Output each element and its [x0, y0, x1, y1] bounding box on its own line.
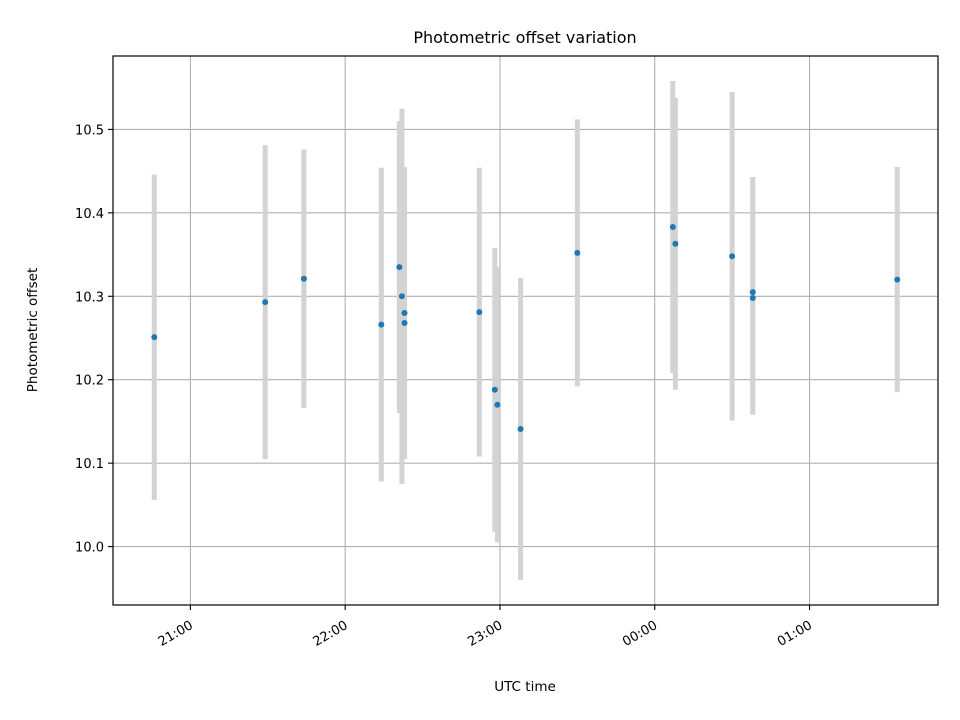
data-point [401, 319, 408, 326]
x-tick-label: 21:00 [156, 618, 196, 650]
data-point [672, 240, 679, 247]
y-tick-label: 10.4 [75, 207, 104, 222]
data-point [151, 334, 158, 341]
data-points [151, 224, 901, 432]
x-tick-label: 23:00 [465, 618, 505, 650]
data-point [574, 249, 581, 256]
y-axis-label: Photometric offset [25, 268, 41, 392]
data-point [262, 299, 269, 306]
y-tick-label: 10.3 [75, 290, 104, 305]
y-tick-label: 10.5 [75, 123, 104, 138]
axis-ticks: 21:00 22:00 23:00 00:00 01:00 10.0 10.1 10.2 10.… [75, 123, 815, 649]
data-point [669, 224, 676, 231]
data-point [398, 293, 405, 300]
data-point [729, 253, 736, 260]
data-point [476, 309, 483, 316]
x-axis-label: UTC time [494, 679, 556, 695]
x-tick-label: 01:00 [775, 618, 815, 650]
data-point [491, 386, 498, 393]
data-point [401, 309, 408, 316]
plot-frame [112, 55, 939, 606]
data-point [378, 321, 385, 328]
y-tick-label: 10.1 [75, 457, 104, 472]
y-tick-label: 10.2 [75, 374, 104, 389]
data-point [396, 264, 403, 271]
data-point [300, 275, 307, 282]
data-point [749, 289, 756, 296]
chart-title: Photometric offset variation [413, 28, 636, 47]
data-point [517, 425, 524, 432]
data-point [749, 294, 756, 301]
grid-lines [113, 56, 938, 605]
data-point [494, 401, 501, 408]
x-tick-label: 22:00 [311, 618, 351, 650]
x-tick-label: 00:00 [620, 618, 660, 650]
data-point [894, 276, 901, 283]
y-tick-label: 10.0 [75, 541, 104, 556]
error-bars [151, 81, 900, 580]
